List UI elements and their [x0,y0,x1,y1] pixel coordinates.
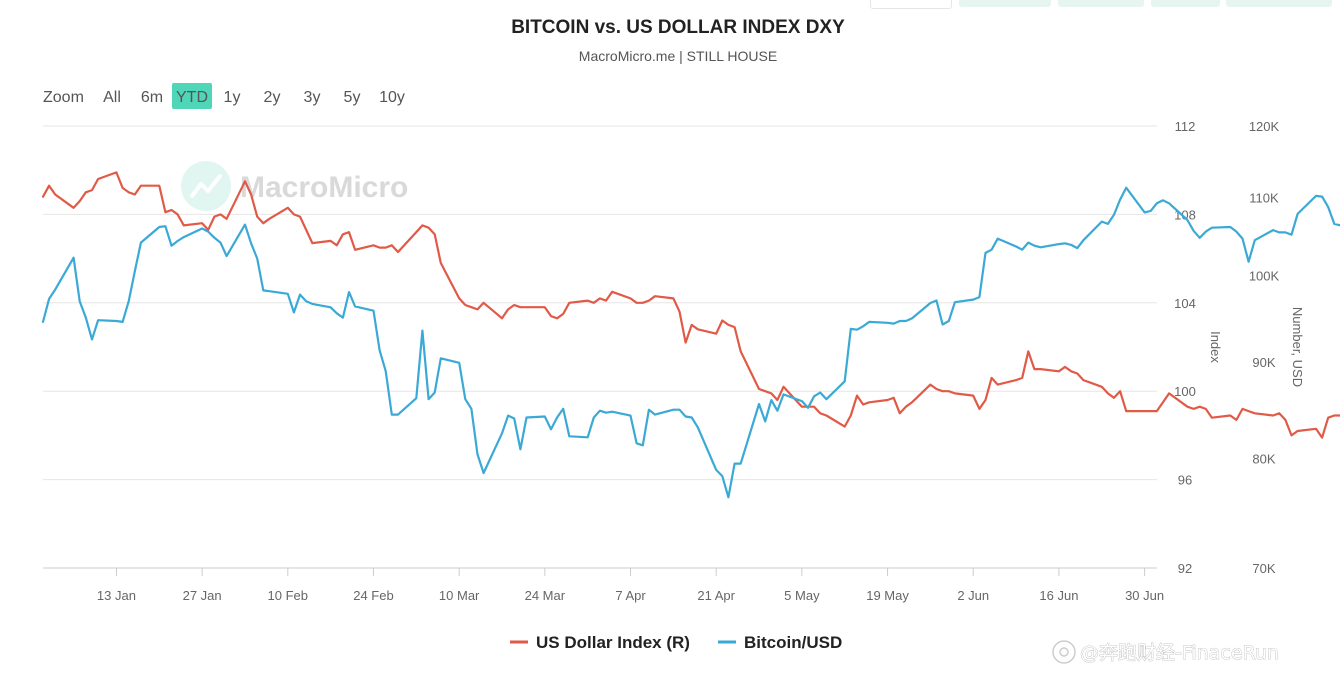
y-axis-usd: 120K 110K 100K 90K 80K 70K [1249,119,1280,576]
zoom-button-2y[interactable]: 2y [264,89,281,106]
x-tick-label: 24 Feb [353,588,393,603]
y-axis-index-title: Index [1208,331,1223,363]
legend-label: US Dollar Index (R) [536,633,690,652]
series-line-us-dollar-index [41,171,1340,439]
y-tick-label: 100 [1174,384,1196,399]
zoom-button-label: All [103,89,121,106]
credit-text: @奔跑财经-FinaceRun [1080,642,1279,664]
top-button-outline[interactable] [870,0,952,9]
watermark: MacroMicro [181,161,408,211]
chart-subtitle: MacroMicro.me | STILL HOUSE [579,48,777,64]
zoom-selected-highlight [172,83,212,109]
x-tick-label: 24 Mar [525,588,566,603]
zoom-button-3y[interactable]: 3y [304,89,321,106]
zoom-toolbar: Zoom All 6m YTD 1y 2y 3y 5y 10y [43,83,405,109]
watermark-text: MacroMicro [240,171,408,204]
plot-area [41,171,1340,499]
x-tick-label: 27 Jan [183,588,222,603]
top-button-d[interactable] [1226,0,1332,7]
zoom-button-ytd[interactable]: YTD [172,83,212,109]
y-axis-usd-title: Number, USD [1290,307,1305,387]
legend-label: Bitcoin/USD [744,633,842,652]
y-tick-label: 110K [1249,190,1279,205]
zoom-button-1y[interactable]: 1y [224,89,241,106]
y-tick-label: 120K [1249,119,1280,134]
legend-item[interactable]: Bitcoin/USD [718,633,842,652]
y-tick-label: 70K [1252,561,1275,576]
x-axis: 13 Jan 27 Jan 10 Feb 24 Feb 10 Mar 24 Mar 7 Ap… [97,568,1164,603]
chart-title: BITCOIN vs. US DOLLAR INDEX DXY [511,17,845,38]
x-tick-label: 16 Jun [1039,588,1078,603]
x-tick-label: 5 May [784,588,820,603]
legend-item[interactable]: US Dollar Index (R) [510,633,690,652]
x-tick-label: 7 Apr [615,588,646,603]
zoom-button-label: YTD [176,89,208,106]
top-button-b[interactable] [1058,0,1144,7]
macromicro-logo-icon [181,161,231,211]
legend: US Dollar Index (R) Bitcoin/USD [510,633,842,652]
zoom-button-6m[interactable]: 6m [141,89,163,106]
y-tick-label: 92 [1178,561,1192,576]
x-tick-label: 19 May [866,588,909,603]
zoom-button-label: 2y [264,89,281,106]
top-button-c[interactable] [1151,0,1220,7]
y-tick-label: 90K [1252,355,1275,370]
zoom-button-10y[interactable]: 10y [379,89,405,106]
x-tick-label: 30 Jun [1125,588,1164,603]
x-tick-label: 10 Feb [268,588,308,603]
y-axis-index: 112 108 104 100 96 92 [1174,119,1196,576]
y-tick-label: 108 [1174,207,1196,222]
y-tick-label: 96 [1178,473,1192,488]
y-tick-label: 80K [1252,451,1275,466]
credit-watermark: @奔跑财经-FinaceRun [1052,640,1279,664]
zoom-button-label: 5y [344,89,361,106]
series-line-bitcoin-usd [41,186,1340,499]
x-tick-label: 13 Jan [97,588,136,603]
y-tick-label: 104 [1174,296,1196,311]
zoom-button-5y[interactable]: 5y [344,89,361,106]
x-tick-label: 21 Apr [697,588,735,603]
zoom-button-label: 1y [224,89,241,106]
y-tick-label: 112 [1175,119,1196,134]
y-tick-label: 100K [1249,269,1280,284]
x-tick-label: 2 Jun [957,588,989,603]
zoom-button-all[interactable]: All [103,89,121,106]
x-tick-label: 10 Mar [439,588,480,603]
weibo-logo-icon [1052,640,1076,664]
zoom-label: Zoom [43,89,84,106]
top-button-a[interactable] [959,0,1051,7]
zoom-button-label: 10y [379,89,405,106]
zoom-button-label: 6m [141,89,163,106]
zoom-button-label: 3y [304,89,321,106]
